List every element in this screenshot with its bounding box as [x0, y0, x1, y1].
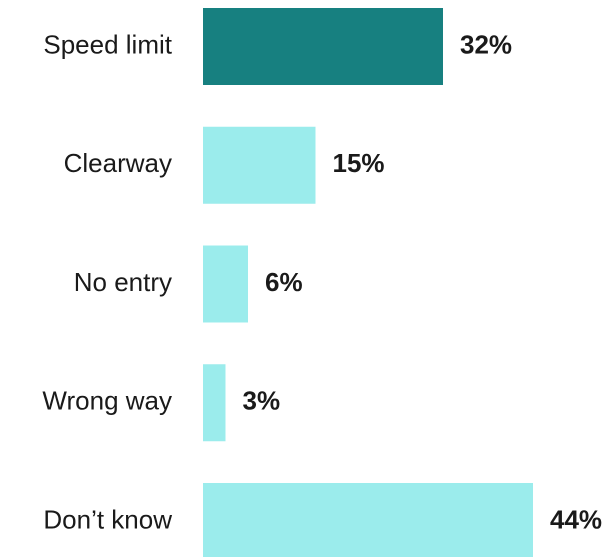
- bar: [203, 245, 248, 323]
- value-label: 6%: [265, 267, 303, 297]
- value-label: 15%: [333, 148, 385, 178]
- category-label: Speed limit: [43, 29, 172, 59]
- value-label: 44%: [550, 504, 602, 534]
- bar: [203, 483, 533, 557]
- bar: [203, 126, 316, 204]
- category-label: Don’t know: [43, 504, 172, 534]
- bar: [203, 8, 443, 85]
- bar: [203, 364, 226, 442]
- value-label: 3%: [243, 386, 281, 416]
- category-label: Clearway: [64, 148, 172, 178]
- category-label: Wrong way: [42, 386, 172, 416]
- value-label: 32%: [460, 29, 512, 59]
- category-label: No entry: [74, 267, 172, 297]
